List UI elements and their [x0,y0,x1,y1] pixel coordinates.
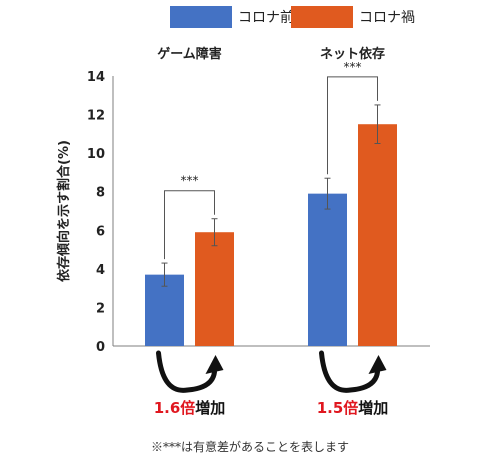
significance-bracket [327,76,378,175]
legend-swatch-during [291,6,353,28]
bar [358,124,397,346]
y-axis-label: 依存傾向を示す割合(%) [56,140,72,282]
legend-label-before: コロナ前 [238,10,294,26]
significance-bracket [164,190,215,260]
bar [308,193,347,346]
increase-factor: 1.6倍 [154,399,196,417]
y-tick-label: 14 [87,70,105,85]
increase-label: 1.5倍増加 [317,399,389,417]
increase-arrow [319,350,380,393]
increase-arrow-head [205,355,224,374]
group-title: ネット依存 [320,46,385,62]
increase-arrow-head [368,355,387,374]
y-tick-label: 0 [96,340,105,355]
y-tick-label: 2 [96,301,105,316]
increase-arrow [156,350,217,393]
increase-suffix: 増加 [195,399,225,417]
legend-swatch-before [170,6,232,28]
y-tick-label: 10 [87,147,105,162]
y-tick-label: 12 [87,109,105,124]
increase-factor: 1.5倍 [317,399,359,417]
increase-suffix: 増加 [358,399,388,417]
legend-item-before: コロナ前 [170,6,294,28]
significance-label: *** [181,174,199,188]
bar [195,232,234,346]
y-tick-label: 6 [96,224,105,239]
increase-label: 1.6倍増加 [154,399,226,417]
significance-label: *** [344,60,362,74]
footnote: ※***は有意差があることを表します [150,440,349,454]
legend-item-during: コロナ禍 [291,6,415,28]
y-tick-label: 8 [96,186,105,201]
group-title: ゲーム障害 [157,46,222,62]
y-tick-label: 4 [96,263,105,278]
legend-label-during: コロナ禍 [359,10,415,26]
